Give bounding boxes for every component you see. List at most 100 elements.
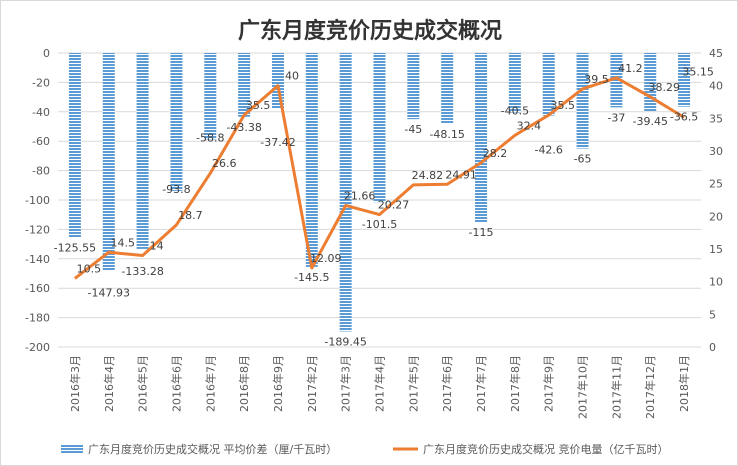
bar-data-label: -45 xyxy=(404,123,422,136)
line-data-label: 35.5 xyxy=(246,99,271,112)
left-tick-label: -140 xyxy=(25,253,50,266)
line-series xyxy=(74,76,685,280)
bar-data-label: -36.5 xyxy=(670,111,698,124)
bar-data-label: -147.93 xyxy=(88,286,130,299)
x-tick-label: 2017年2月 xyxy=(305,355,319,412)
right-tick-label: 25 xyxy=(709,178,723,191)
bar-data-label: -133.28 xyxy=(121,265,163,278)
left-tick-label: -180 xyxy=(25,312,50,325)
x-tick-label: 2017年12月 xyxy=(643,355,657,419)
bar-data-label: -39.45 xyxy=(633,115,668,128)
line-data-label: 20.27 xyxy=(378,199,410,212)
x-tick-label: 2017年3月 xyxy=(339,355,353,412)
left-tick-label: -100 xyxy=(25,194,50,207)
x-tick-label: 2016年8月 xyxy=(237,355,251,412)
legend-bar-label: 广东月度竞价历史成交概况 平均价差（厘/千瓦时） xyxy=(88,442,337,456)
x-tick-label: 2017年4月 xyxy=(373,355,387,412)
x-tick-label: 2016年6月 xyxy=(169,355,183,412)
line-data-label: 14.5 xyxy=(111,236,136,249)
line-data-label: 28.2 xyxy=(483,147,508,160)
bar-data-label: -93.8 xyxy=(162,183,190,196)
legend-bar-swatch xyxy=(61,445,83,453)
right-tick-label: 0 xyxy=(709,341,716,354)
bar-data-label: -43.38 xyxy=(226,121,261,134)
bar xyxy=(475,53,488,223)
bar xyxy=(373,53,386,203)
x-tick-label: 2018年1月 xyxy=(677,355,691,412)
line-data-label: 21.66 xyxy=(344,189,376,202)
line-data-label: 39.5 xyxy=(584,73,609,86)
x-tick-label: 2016年9月 xyxy=(271,355,285,412)
line-data-label: 12.09 xyxy=(310,252,342,265)
bar xyxy=(678,53,691,107)
left-tick-label: -80 xyxy=(32,165,50,178)
left-tick-label: 0 xyxy=(43,47,50,60)
left-tick-label: -20 xyxy=(32,76,50,89)
bar xyxy=(508,53,521,113)
bar-data-label: -125.55 xyxy=(54,242,96,255)
bar xyxy=(68,53,81,238)
line-data-label: 24.82 xyxy=(412,169,444,182)
chart-title: 广东月度竞价历史成交概况 xyxy=(237,19,502,44)
line-data-label: 26.6 xyxy=(212,157,237,170)
x-tick-label: 2017年11月 xyxy=(609,355,623,419)
right-tick-label: 45 xyxy=(709,47,723,60)
bar xyxy=(576,53,589,149)
line-data-label: 40 xyxy=(285,70,299,83)
bar xyxy=(441,53,454,124)
bar xyxy=(610,53,623,108)
right-tick-label: 10 xyxy=(709,276,723,289)
legend-line-label: 广东月度竞价历史成交概况 竞价电量（亿千瓦时） xyxy=(423,442,669,456)
line-data-label: 18.7 xyxy=(178,209,203,222)
left-tick-label: -160 xyxy=(25,282,50,295)
x-tick-label: 2016年4月 xyxy=(102,355,116,412)
line-data-label: 41.2 xyxy=(618,62,643,75)
x-tick-label: 2016年7月 xyxy=(203,355,217,412)
x-tick-label: 2017年5月 xyxy=(406,355,420,412)
bar-data-label: -189.45 xyxy=(324,335,366,348)
right-tick-label: 35 xyxy=(709,112,723,125)
bar-data-label: -40.5 xyxy=(501,105,529,118)
bar-data-label: -37 xyxy=(607,111,625,124)
line-data-label: 10.5 xyxy=(77,262,102,275)
line-data-label: 35.5 xyxy=(550,99,575,112)
left-tick-label: -120 xyxy=(25,223,50,236)
bar-data-label: -48.15 xyxy=(429,128,464,141)
line-data-label: 24.91 xyxy=(445,168,477,181)
bar-data-label: -42.6 xyxy=(534,144,562,157)
bar xyxy=(271,53,284,109)
bar xyxy=(339,53,352,332)
line-data-label: 14 xyxy=(150,240,164,253)
x-tick-label: 2016年5月 xyxy=(136,355,150,412)
bar xyxy=(204,53,217,140)
x-tick-label: 2017年10月 xyxy=(576,355,590,419)
bar xyxy=(170,53,183,191)
bar-data-label: -101.5 xyxy=(362,218,397,231)
bar xyxy=(305,53,318,267)
line-data-label: 35.15 xyxy=(682,65,714,78)
right-tick-label: 20 xyxy=(709,210,723,223)
left-tick-label: -40 xyxy=(32,106,50,119)
bar xyxy=(238,53,251,117)
bar-data-label: -58.8 xyxy=(196,131,224,144)
bar-data-label: -65 xyxy=(574,153,592,166)
right-tick-label: 5 xyxy=(709,308,716,321)
bar-data-label: -37.42 xyxy=(260,136,295,149)
bar xyxy=(542,53,555,116)
right-tick-label: 15 xyxy=(709,243,723,256)
x-tick-label: 2017年7月 xyxy=(474,355,488,412)
bar xyxy=(407,53,420,120)
right-tick-label: 40 xyxy=(709,80,723,93)
line-data-label: 32.4 xyxy=(517,119,542,132)
bar-data-label: -115 xyxy=(469,226,494,239)
x-tick-label: 2017年8月 xyxy=(508,355,522,412)
x-tick-label: 2016年3月 xyxy=(68,355,82,412)
right-tick-label: 30 xyxy=(709,145,723,158)
bar-data-label: -145.5 xyxy=(294,271,329,284)
line-data-label: 38.29 xyxy=(648,81,680,94)
bar xyxy=(102,53,115,271)
left-tick-label: -200 xyxy=(25,341,50,354)
bar xyxy=(136,53,149,249)
